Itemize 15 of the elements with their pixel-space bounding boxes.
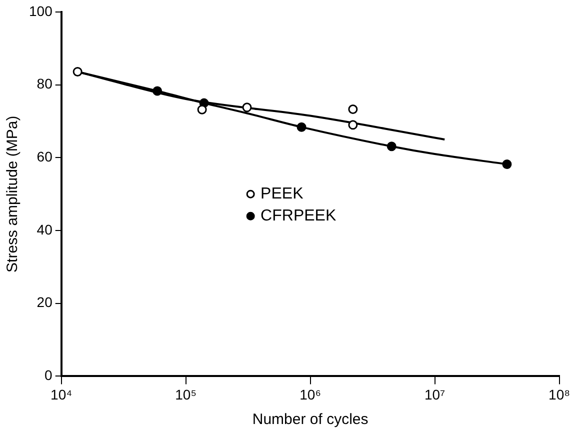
x-tick-label: 10⁸ bbox=[548, 386, 570, 402]
y-tick-label: 80 bbox=[36, 76, 53, 92]
y-tick-label: 0 bbox=[44, 367, 53, 384]
x-tick-label: 10⁶ bbox=[300, 386, 321, 402]
x-tick-label: 10⁷ bbox=[424, 386, 446, 402]
y-axis-title: Stress amplitude (MPa) bbox=[4, 116, 22, 272]
y-tick-label: 20 bbox=[36, 294, 53, 310]
y-tick-label: 60 bbox=[36, 148, 53, 165]
legend-label: PEEK bbox=[260, 186, 304, 203]
legend-label: CFRPEEK bbox=[260, 208, 336, 225]
x-tick-label: 10⁴ bbox=[50, 386, 72, 402]
x-tick-label: 10⁵ bbox=[175, 386, 197, 402]
x-axis-title: Number of cycles bbox=[252, 411, 368, 428]
y-tick-label: 100 bbox=[29, 2, 53, 19]
y-tick-label: 40 bbox=[36, 221, 53, 238]
